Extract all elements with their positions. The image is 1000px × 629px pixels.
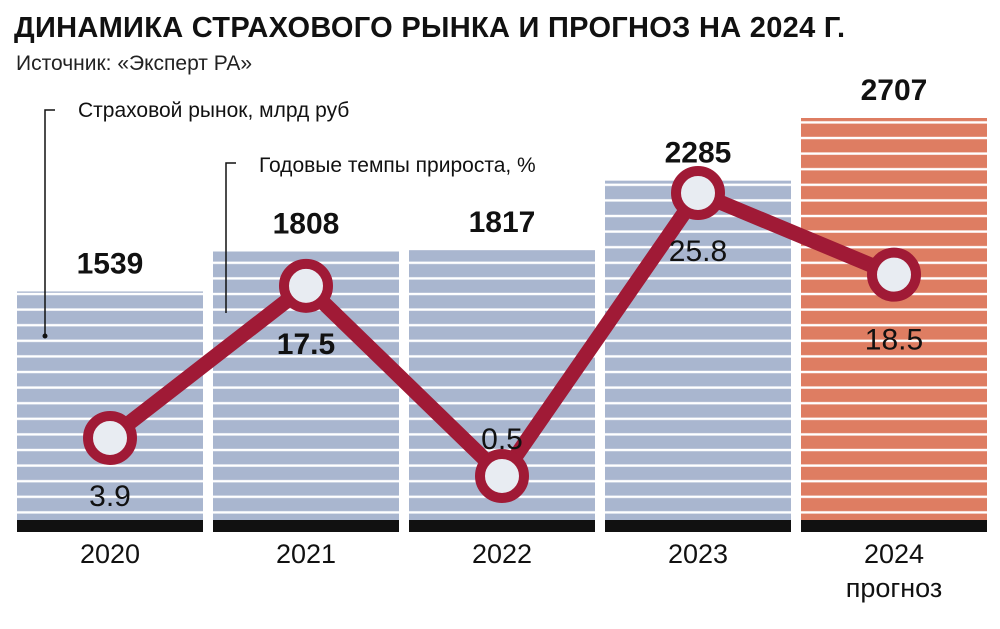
growth-value-label-2021: 17.5 xyxy=(277,328,335,361)
legend-market: Страховой рынок, млрд руб xyxy=(42,99,349,339)
growth-marker-2024 xyxy=(867,247,921,302)
chart-title: ДИНАМИКА СТРАХОВОГО РЫНКА И ПРОГНОЗ НА 2… xyxy=(14,12,846,44)
bar-value-label-2023: 2285 xyxy=(665,137,732,170)
bar-2020 xyxy=(17,291,203,520)
bar-value-label-2021: 1808 xyxy=(273,208,340,241)
baseline-2021 xyxy=(213,520,399,532)
category-sublabel-2024: прогноз xyxy=(846,573,943,603)
legend-market-bracket xyxy=(44,109,55,336)
labels-layer: 1539 1808 1817 2285 2707 3.9 17.5 0.5 25.8 18.5 20… xyxy=(77,74,943,603)
baseline-2024 xyxy=(801,520,987,532)
growth-line-layer xyxy=(83,166,921,503)
growth-marker-2022 xyxy=(475,449,529,503)
growth-value-label-2020: 3.9 xyxy=(89,480,131,513)
baseline-2022 xyxy=(409,520,595,532)
legend-growth-bracket xyxy=(225,162,236,313)
bar-2024 xyxy=(801,118,987,520)
category-label-2024: 2024 xyxy=(864,539,924,569)
category-label-2022: 2022 xyxy=(472,539,532,569)
growth-marker-2021 xyxy=(279,258,333,313)
category-label-2021: 2021 xyxy=(276,539,336,569)
growth-value-label-2024: 18.5 xyxy=(865,324,923,357)
category-label-2023: 2023 xyxy=(668,539,728,569)
baseline-2020 xyxy=(17,520,203,532)
baseline-2023 xyxy=(605,520,791,532)
category-label-2020: 2020 xyxy=(80,539,140,569)
baseline-layer xyxy=(17,520,987,532)
growth-value-label-2022: 0.5 xyxy=(481,423,523,456)
bar-value-label-2020: 1539 xyxy=(77,247,144,280)
growth-value-label-2023: 25.8 xyxy=(669,235,727,268)
legend-market-label: Страховой рынок, млрд руб xyxy=(78,99,349,122)
chart-source: Источник: «Эксперт РА» xyxy=(16,52,253,75)
bar-2023 xyxy=(605,180,791,520)
legend-growth-label: Годовые темпы прироста, % xyxy=(259,154,536,177)
bar-value-label-2024: 2707 xyxy=(861,74,928,107)
legend-growth: Годовые темпы прироста, % xyxy=(225,154,536,313)
legend-market-dot xyxy=(42,333,48,339)
bar-value-label-2022: 1817 xyxy=(469,206,536,239)
growth-marker-2023 xyxy=(671,166,725,220)
growth-marker-2020 xyxy=(83,410,137,465)
